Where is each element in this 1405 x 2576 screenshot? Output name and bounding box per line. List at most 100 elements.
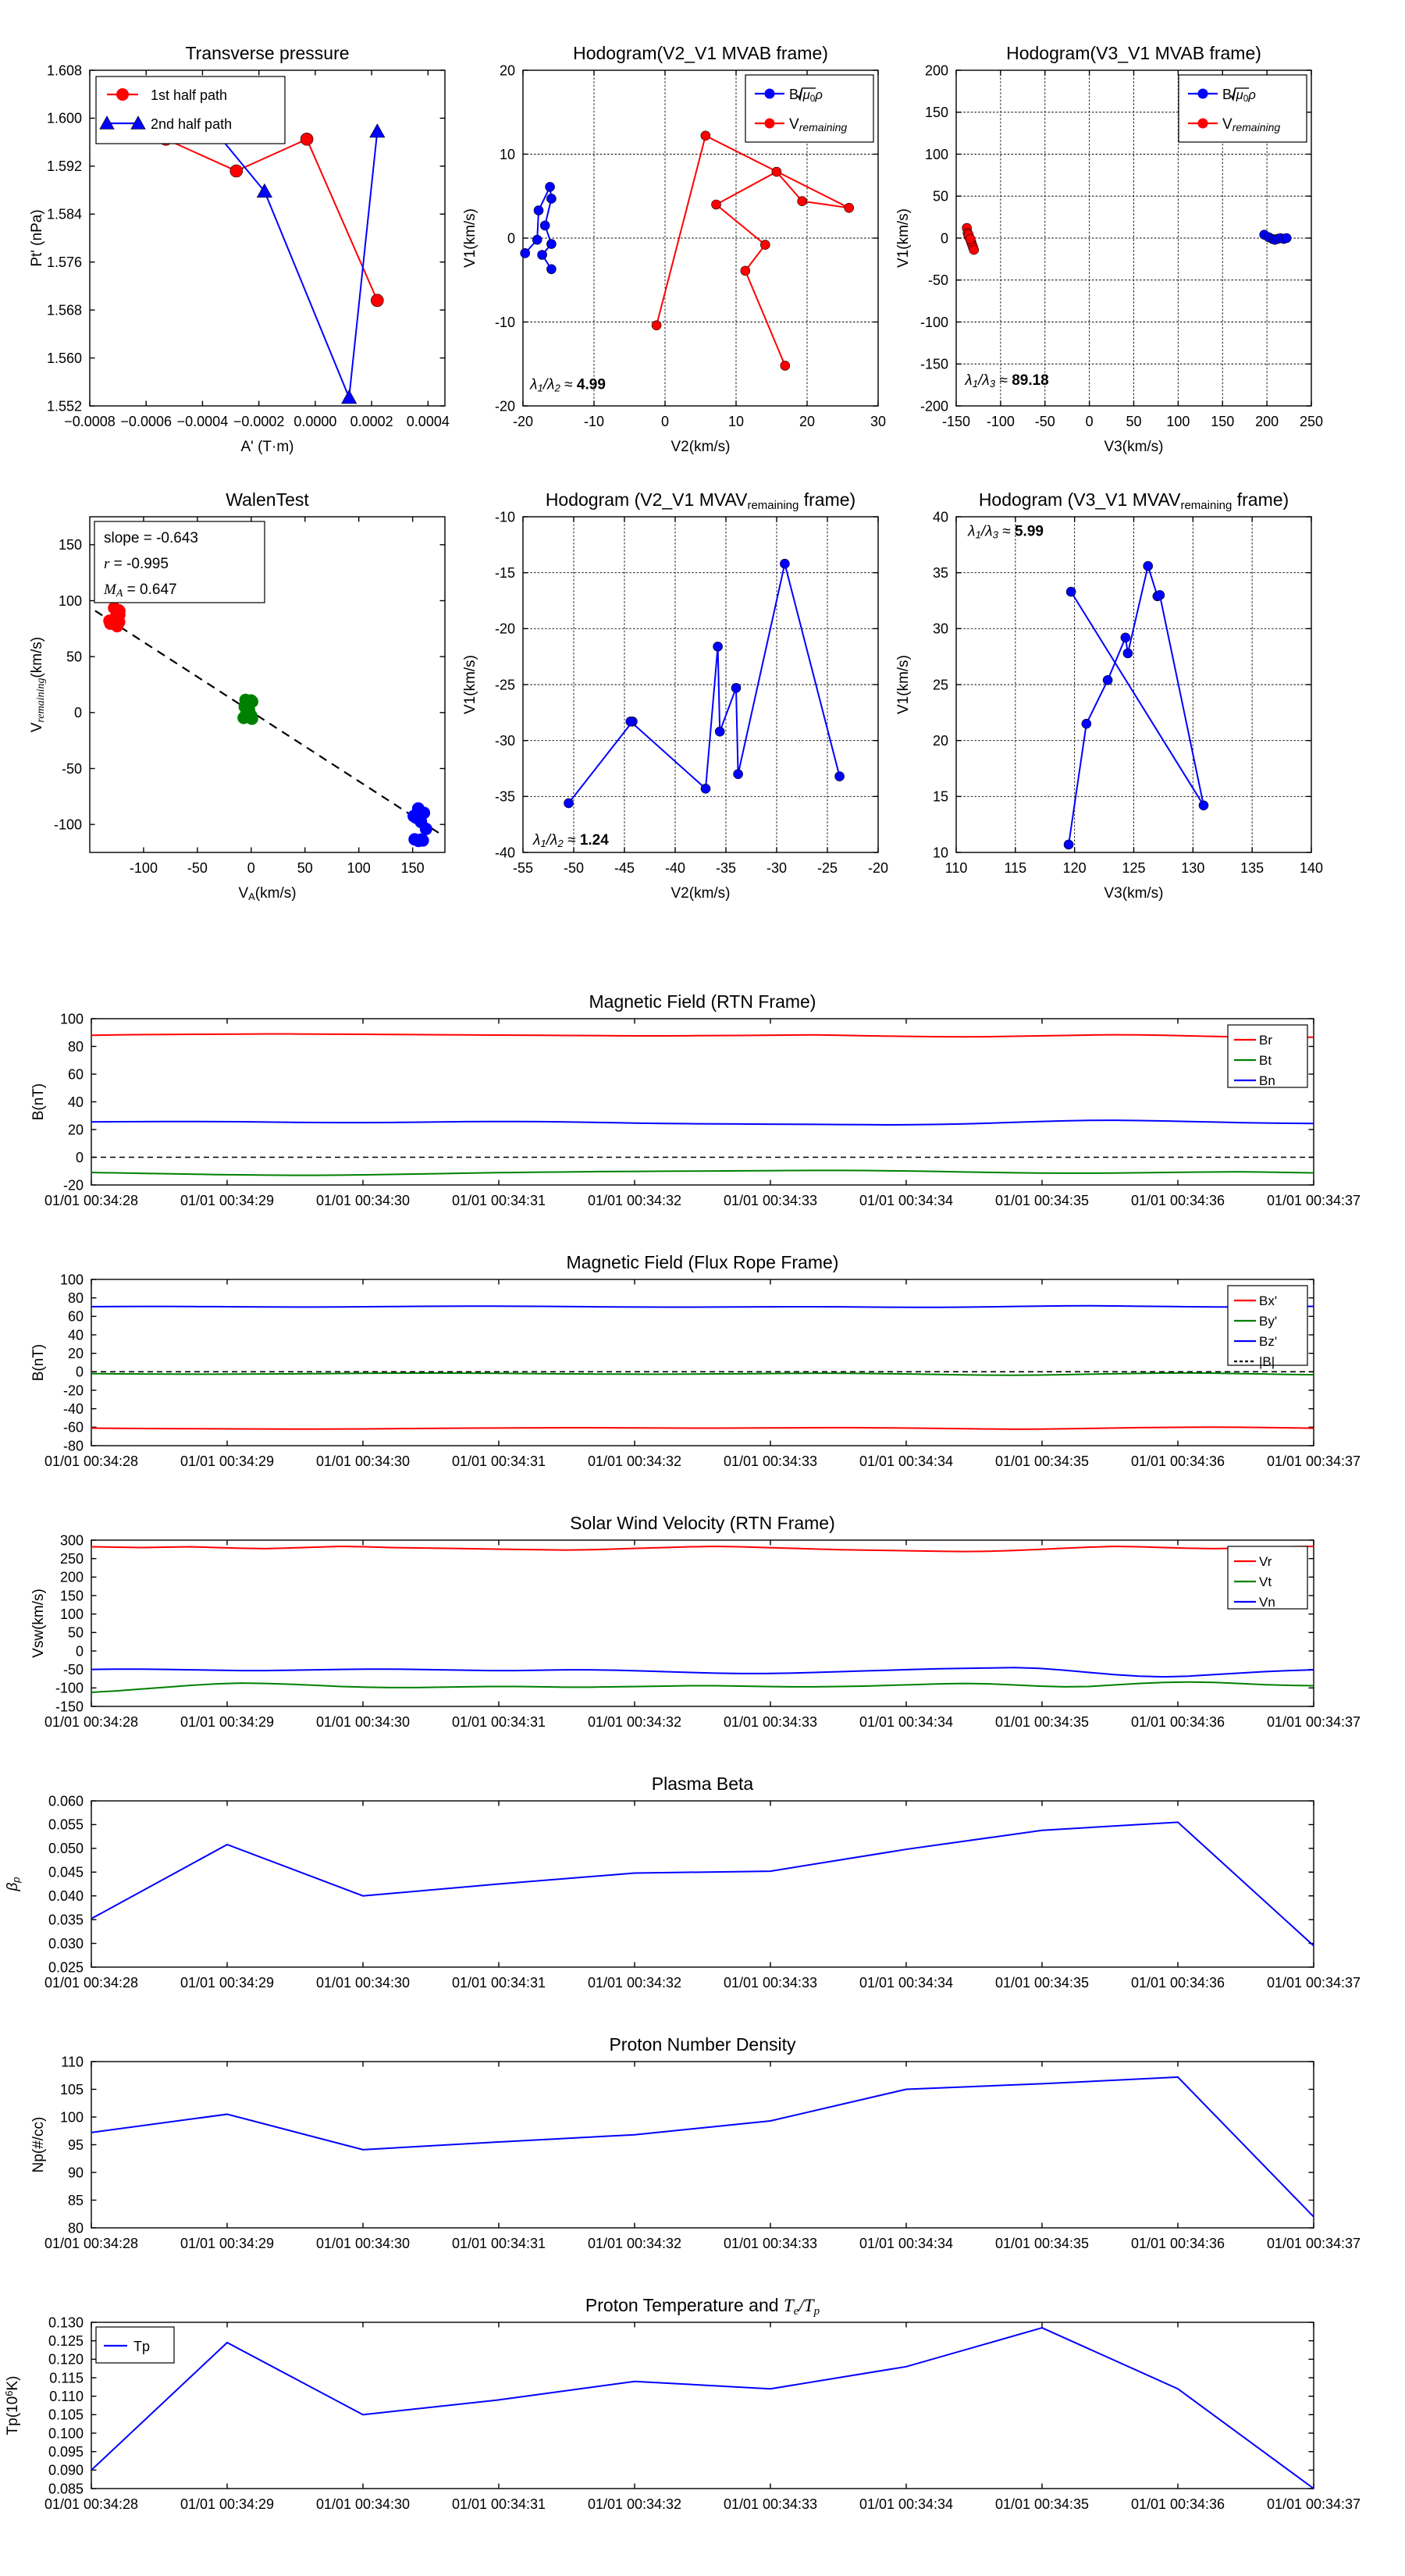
svg-text:0.045: 0.045 (48, 1865, 84, 1880)
svg-text:V1(km/s): V1(km/s) (895, 208, 912, 268)
svg-text:V2(km/s): V2(km/s) (671, 885, 731, 902)
svg-text:slope = -0.643: slope = -0.643 (104, 530, 198, 546)
svg-text:01/01 00:34:37: 01/01 00:34:37 (1267, 1453, 1361, 1469)
svg-text:-35: -35 (495, 789, 515, 805)
svg-text:100: 100 (59, 593, 82, 609)
svg-text:-50: -50 (187, 860, 208, 876)
svg-text:01/01 00:34:35: 01/01 00:34:35 (995, 2236, 1089, 2251)
svg-text:10: 10 (500, 147, 515, 162)
svg-text:A' (T·m): A' (T·m) (241, 439, 294, 455)
svg-text:80: 80 (68, 1039, 84, 1055)
svg-text:1st half path: 1st half path (151, 87, 227, 103)
svg-text:1.552: 1.552 (47, 398, 82, 414)
svg-text:20: 20 (933, 733, 948, 749)
svg-text:01/01 00:34:29: 01/01 00:34:29 (180, 1714, 274, 1730)
svg-text:0.030: 0.030 (48, 1936, 84, 1952)
svg-text:0.085: 0.085 (48, 2481, 84, 2496)
svg-text:−0.0006: −0.0006 (120, 414, 172, 429)
svg-text:01/01 00:34:34: 01/01 00:34:34 (859, 1193, 953, 1208)
svg-text:Tp: Tp (133, 2339, 150, 2354)
svg-text:01/01 00:34:37: 01/01 00:34:37 (1267, 1193, 1361, 1208)
svg-text:−0.0008: −0.0008 (64, 414, 116, 429)
svg-text:-30: -30 (767, 860, 787, 876)
svg-text:Magnetic Field (RTN Frame): Magnetic Field (RTN Frame) (589, 991, 816, 1012)
svg-text:01/01 00:34:30: 01/01 00:34:30 (316, 2236, 410, 2251)
svg-text:-100: -100 (54, 817, 82, 832)
svg-text:01/01 00:34:33: 01/01 00:34:33 (724, 1453, 817, 1469)
svg-text:01/01 00:34:28: 01/01 00:34:28 (44, 1714, 138, 1730)
svg-text:-50: -50 (62, 761, 82, 777)
svg-text:0: 0 (247, 860, 255, 876)
svg-text:150: 150 (401, 860, 425, 876)
svg-text:01/01 00:34:34: 01/01 00:34:34 (859, 1714, 953, 1730)
svg-text:01/01 00:34:35: 01/01 00:34:35 (995, 2496, 1089, 2512)
svg-text:01/01 00:34:28: 01/01 00:34:28 (44, 2496, 138, 2512)
svg-text:01/01 00:34:30: 01/01 00:34:30 (316, 1714, 410, 1730)
svg-text:10: 10 (728, 414, 744, 429)
svg-text:60: 60 (68, 1066, 84, 1082)
svg-text:01/01 00:34:37: 01/01 00:34:37 (1267, 2236, 1361, 2251)
svg-text:1.584: 1.584 (47, 207, 82, 222)
svg-text:01/01 00:34:36: 01/01 00:34:36 (1131, 2236, 1225, 2251)
svg-text:01/01 00:34:33: 01/01 00:34:33 (724, 1193, 817, 1208)
svg-text:-45: -45 (614, 860, 635, 876)
svg-text:1.576: 1.576 (47, 254, 82, 270)
svg-text:1.568: 1.568 (47, 302, 82, 318)
svg-text:B(nT): B(nT) (30, 1083, 47, 1121)
svg-text:0: 0 (74, 705, 82, 720)
svg-text:01/01 00:34:29: 01/01 00:34:29 (180, 1453, 274, 1469)
svg-text:40: 40 (68, 1327, 84, 1343)
svg-text:15: 15 (933, 789, 948, 805)
svg-text:25: 25 (933, 677, 948, 692)
svg-text:Vn: Vn (1259, 1595, 1275, 1610)
svg-text:V3(km/s): V3(km/s) (1104, 885, 1164, 902)
svg-text:-50: -50 (1035, 414, 1055, 429)
svg-text:01/01 00:34:31: 01/01 00:34:31 (452, 2236, 546, 2251)
svg-text:35: 35 (933, 565, 948, 581)
svg-text:150: 150 (925, 105, 948, 120)
svg-text:0: 0 (76, 1643, 84, 1659)
svg-text:100: 100 (60, 1011, 84, 1026)
svg-text:Bn: Bn (1259, 1073, 1275, 1088)
svg-text:01/01 00:34:35: 01/01 00:34:35 (995, 1193, 1089, 1208)
svg-text:30: 30 (933, 621, 948, 637)
svg-text:20: 20 (799, 414, 815, 429)
svg-text:01/01 00:34:36: 01/01 00:34:36 (1131, 1714, 1225, 1730)
svg-text:r = -0.995: r = -0.995 (104, 556, 169, 572)
svg-text:100: 100 (60, 2109, 84, 2125)
svg-text:V3(km/s): V3(km/s) (1104, 439, 1164, 455)
svg-text:-40: -40 (665, 860, 685, 876)
svg-text:105: 105 (60, 2082, 84, 2097)
svg-text:0.095: 0.095 (48, 2444, 84, 2460)
svg-text:−0.0004: −0.0004 (177, 414, 229, 429)
svg-text:01/01 00:34:35: 01/01 00:34:35 (995, 1714, 1089, 1730)
svg-text:01/01 00:34:29: 01/01 00:34:29 (180, 1975, 274, 1991)
svg-text:01/01 00:34:31: 01/01 00:34:31 (452, 1193, 546, 1208)
svg-text:01/01 00:34:29: 01/01 00:34:29 (180, 2236, 274, 2251)
svg-text:01/01 00:34:29: 01/01 00:34:29 (180, 1193, 274, 1208)
svg-text:Tp(106K): Tp(106K) (3, 2376, 21, 2435)
svg-text:40: 40 (933, 509, 948, 525)
svg-text:50: 50 (66, 649, 82, 664)
svg-text:1.608: 1.608 (47, 62, 82, 78)
svg-text:0: 0 (76, 1150, 84, 1165)
svg-text:Bx': Bx' (1259, 1293, 1277, 1308)
svg-text:-55: -55 (513, 860, 533, 876)
svg-text:0.0002: 0.0002 (350, 414, 393, 429)
svg-text:01/01 00:34:32: 01/01 00:34:32 (588, 1453, 681, 1469)
svg-text:95: 95 (68, 2137, 84, 2153)
svg-text:0.115: 0.115 (49, 2370, 84, 2386)
svg-text:20: 20 (68, 1122, 84, 1137)
svg-text:0.040: 0.040 (48, 1888, 84, 1904)
svg-text:Bt: Bt (1259, 1053, 1272, 1068)
svg-text:01/01 00:34:36: 01/01 00:34:36 (1131, 2496, 1225, 2512)
svg-text:50: 50 (297, 860, 313, 876)
svg-text:-30: -30 (495, 733, 515, 749)
svg-text:01/01 00:34:32: 01/01 00:34:32 (588, 1714, 681, 1730)
svg-text:200: 200 (60, 1570, 84, 1585)
svg-text:250: 250 (1300, 414, 1323, 429)
svg-text:20: 20 (68, 1346, 84, 1361)
svg-text:-20: -20 (495, 398, 515, 414)
svg-text:-20: -20 (63, 1177, 84, 1193)
svg-text:-150: -150 (920, 357, 948, 372)
